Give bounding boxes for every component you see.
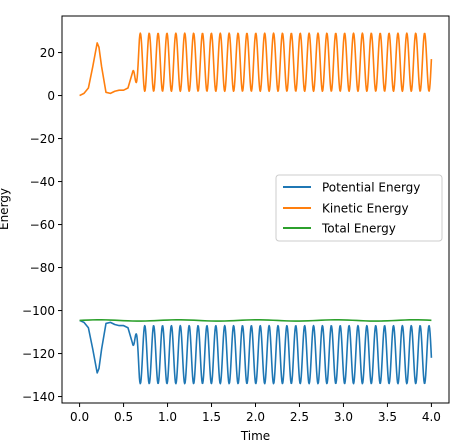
- potential-energy-line: [79, 319, 433, 385]
- y-axis-ticks: 20 0 −20 −40 −60 −80 −100 −120 −140: [22, 46, 62, 404]
- x-tick-label: 2.0: [246, 410, 265, 424]
- total-energy-line: [79, 319, 432, 322]
- x-axis-label: Time: [240, 429, 270, 443]
- legend: Potential Energy Kinetic Energy Total En…: [275, 174, 443, 242]
- x-axis-ticks: 0.0 0.5 1.0 1.5 2.0 2.5 3.0 3.5 4.0: [70, 403, 441, 424]
- y-tick-label: −60: [30, 218, 55, 232]
- plot-lines: [79, 32, 433, 385]
- y-axis-label: Energy: [0, 188, 11, 230]
- x-tick-label: 3.5: [378, 410, 397, 424]
- y-tick-label: 20: [40, 46, 55, 60]
- legend-label-potential: Potential Energy: [322, 181, 420, 195]
- y-tick-label: −40: [30, 175, 55, 189]
- legend-label-kinetic: Kinetic Energy: [322, 202, 409, 216]
- y-tick-label: −100: [22, 304, 55, 318]
- kinetic-energy-line: [79, 32, 433, 97]
- x-tick-label: 1.0: [158, 410, 177, 424]
- y-tick-label: 0: [47, 89, 55, 103]
- y-tick-label: −120: [22, 347, 55, 361]
- y-tick-label: −20: [30, 132, 55, 146]
- x-tick-label: 1.5: [202, 410, 221, 424]
- y-tick-label: −80: [30, 261, 55, 275]
- x-tick-label: 0.0: [70, 410, 89, 424]
- legend-label-total: Total Energy: [321, 222, 396, 236]
- x-tick-label: 3.0: [334, 410, 353, 424]
- y-tick-label: −140: [22, 390, 55, 404]
- x-tick-label: 4.0: [422, 410, 441, 424]
- x-tick-label: 2.5: [290, 410, 309, 424]
- x-tick-label: 0.5: [114, 410, 133, 424]
- legend-box: [275, 174, 443, 242]
